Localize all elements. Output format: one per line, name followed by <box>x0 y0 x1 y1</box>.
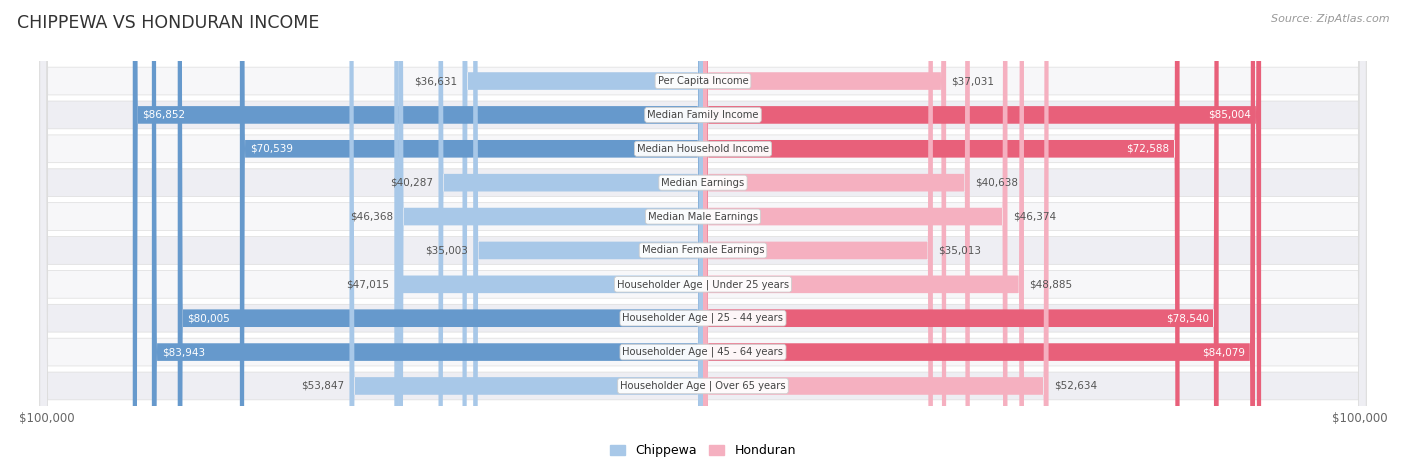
FancyBboxPatch shape <box>39 0 1367 467</box>
FancyBboxPatch shape <box>703 0 934 467</box>
FancyBboxPatch shape <box>703 0 1008 467</box>
Text: $35,003: $35,003 <box>425 246 468 255</box>
FancyBboxPatch shape <box>39 0 1367 467</box>
FancyBboxPatch shape <box>39 0 1367 467</box>
Text: $72,588: $72,588 <box>1126 144 1170 154</box>
Text: $46,368: $46,368 <box>350 212 394 221</box>
FancyBboxPatch shape <box>703 0 1049 467</box>
Text: Median Male Earnings: Median Male Earnings <box>648 212 758 221</box>
FancyBboxPatch shape <box>463 0 703 467</box>
Text: $86,852: $86,852 <box>142 110 186 120</box>
Text: $83,943: $83,943 <box>162 347 205 357</box>
Text: Source: ZipAtlas.com: Source: ZipAtlas.com <box>1271 14 1389 24</box>
FancyBboxPatch shape <box>152 0 703 467</box>
FancyBboxPatch shape <box>439 0 703 467</box>
Text: $46,374: $46,374 <box>1012 212 1056 221</box>
Text: $40,287: $40,287 <box>391 177 433 188</box>
FancyBboxPatch shape <box>703 0 946 467</box>
FancyBboxPatch shape <box>177 0 703 467</box>
Text: $48,885: $48,885 <box>1029 279 1073 290</box>
Text: $35,013: $35,013 <box>938 246 981 255</box>
FancyBboxPatch shape <box>39 0 1367 467</box>
Text: $40,638: $40,638 <box>976 177 1018 188</box>
Text: Per Capita Income: Per Capita Income <box>658 76 748 86</box>
FancyBboxPatch shape <box>39 0 1367 467</box>
FancyBboxPatch shape <box>703 0 1219 467</box>
Text: $70,539: $70,539 <box>250 144 292 154</box>
FancyBboxPatch shape <box>703 0 1180 467</box>
Text: $36,631: $36,631 <box>415 76 457 86</box>
Text: Householder Age | Under 25 years: Householder Age | Under 25 years <box>617 279 789 290</box>
FancyBboxPatch shape <box>39 0 1367 467</box>
Text: Median Earnings: Median Earnings <box>661 177 745 188</box>
FancyBboxPatch shape <box>703 0 970 467</box>
Text: $80,005: $80,005 <box>187 313 231 323</box>
Text: $47,015: $47,015 <box>346 279 389 290</box>
FancyBboxPatch shape <box>132 0 703 467</box>
FancyBboxPatch shape <box>39 0 1367 467</box>
FancyBboxPatch shape <box>350 0 703 467</box>
FancyBboxPatch shape <box>240 0 703 467</box>
FancyBboxPatch shape <box>474 0 703 467</box>
Text: Median Female Earnings: Median Female Earnings <box>641 246 765 255</box>
Text: $52,634: $52,634 <box>1054 381 1097 391</box>
Text: Householder Age | 25 - 44 years: Householder Age | 25 - 44 years <box>623 313 783 324</box>
FancyBboxPatch shape <box>39 0 1367 467</box>
FancyBboxPatch shape <box>39 0 1367 467</box>
FancyBboxPatch shape <box>703 0 1261 467</box>
FancyBboxPatch shape <box>39 0 1367 467</box>
FancyBboxPatch shape <box>703 0 1256 467</box>
Text: $78,540: $78,540 <box>1166 313 1209 323</box>
Text: Median Family Income: Median Family Income <box>647 110 759 120</box>
Text: $37,031: $37,031 <box>952 76 994 86</box>
Text: Householder Age | 45 - 64 years: Householder Age | 45 - 64 years <box>623 347 783 357</box>
FancyBboxPatch shape <box>398 0 703 467</box>
FancyBboxPatch shape <box>703 0 1024 467</box>
Legend: Chippewa, Honduran: Chippewa, Honduran <box>605 439 801 462</box>
Text: CHIPPEWA VS HONDURAN INCOME: CHIPPEWA VS HONDURAN INCOME <box>17 14 319 32</box>
Text: $84,079: $84,079 <box>1202 347 1246 357</box>
Text: $85,004: $85,004 <box>1208 110 1251 120</box>
FancyBboxPatch shape <box>394 0 703 467</box>
Text: $53,847: $53,847 <box>301 381 344 391</box>
Text: Median Household Income: Median Household Income <box>637 144 769 154</box>
Text: Householder Age | Over 65 years: Householder Age | Over 65 years <box>620 381 786 391</box>
